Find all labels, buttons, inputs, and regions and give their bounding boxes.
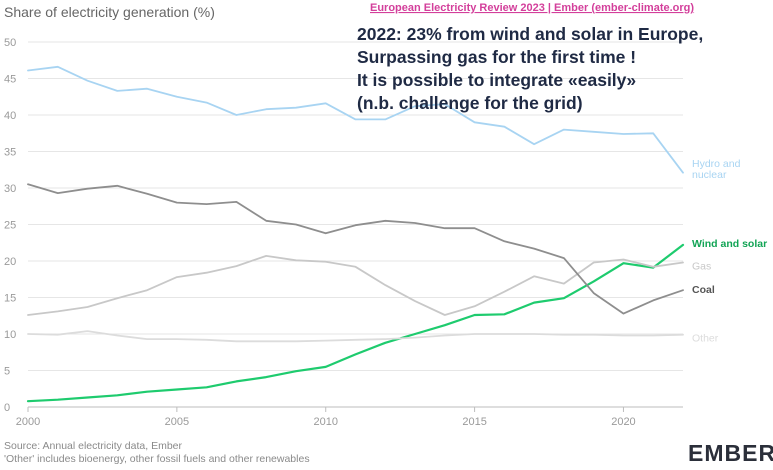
x-tick-label: 2000 xyxy=(16,416,40,428)
y-tick-label: 10 xyxy=(4,329,16,341)
x-tick-label: 2020 xyxy=(611,416,635,428)
series-labels: Hydro and nuclear Wind and solar Gas Coal Oth… xyxy=(692,158,767,345)
axis-ticks: 0 5 10 15 20 25 30 35 40 45 50 2000 2005 2010 2015 2020 xyxy=(4,37,636,428)
y-tick-label: 5 xyxy=(4,366,10,378)
annotation-line-4: (n.b. challenge for the grid) xyxy=(357,93,583,113)
y-tick-label: 25 xyxy=(4,220,16,232)
ember-logo: EMBER xyxy=(688,440,773,466)
y-tick-label: 0 xyxy=(4,402,10,414)
footer-source: Source: Annual electricity data, Ember xyxy=(4,440,183,452)
y-tick-label: 35 xyxy=(4,147,16,159)
y-tick-label: 40 xyxy=(4,110,16,122)
series-label-gas: Gas xyxy=(692,260,711,272)
series-line-gas xyxy=(27,254,684,316)
footer-note: 'Other' includes bioenergy, other fossil… xyxy=(4,453,310,465)
series-label-hydro-and-nuclear: Hydro and nuclear xyxy=(692,158,741,181)
x-tick-label: 2005 xyxy=(165,416,189,428)
series-label-other: Other xyxy=(692,333,719,345)
series-line-wind-and-solar xyxy=(26,243,685,403)
x-tick-label: 2010 xyxy=(313,416,337,428)
source-link[interactable]: European Electricity Review 2023 | Ember… xyxy=(370,2,694,14)
annotation-line-2: Surpassing gas for the first time ! xyxy=(357,47,636,67)
series-line-coal xyxy=(27,183,684,315)
series-line-hydro-and-nuclear xyxy=(27,65,684,174)
y-tick-label: 30 xyxy=(4,183,16,195)
series-lines xyxy=(26,65,685,403)
y-tick-label: 15 xyxy=(4,293,16,305)
x-tick-label: 2015 xyxy=(462,416,486,428)
y-tick-label: 50 xyxy=(4,37,16,49)
series-line-other xyxy=(27,330,684,343)
annotation-line-3: It is possible to integrate «easily» xyxy=(357,70,636,90)
y-axis-title: Share of electricity generation (%) xyxy=(4,4,215,20)
annotation-line-1: 2022: 23% from wind and solar in Europe, xyxy=(357,24,703,44)
y-tick-label: 45 xyxy=(4,74,16,86)
y-tick-label: 20 xyxy=(4,256,16,268)
series-label-wind-and-solar: Wind and solar xyxy=(692,238,767,250)
series-label-coal: Coal xyxy=(692,284,715,296)
